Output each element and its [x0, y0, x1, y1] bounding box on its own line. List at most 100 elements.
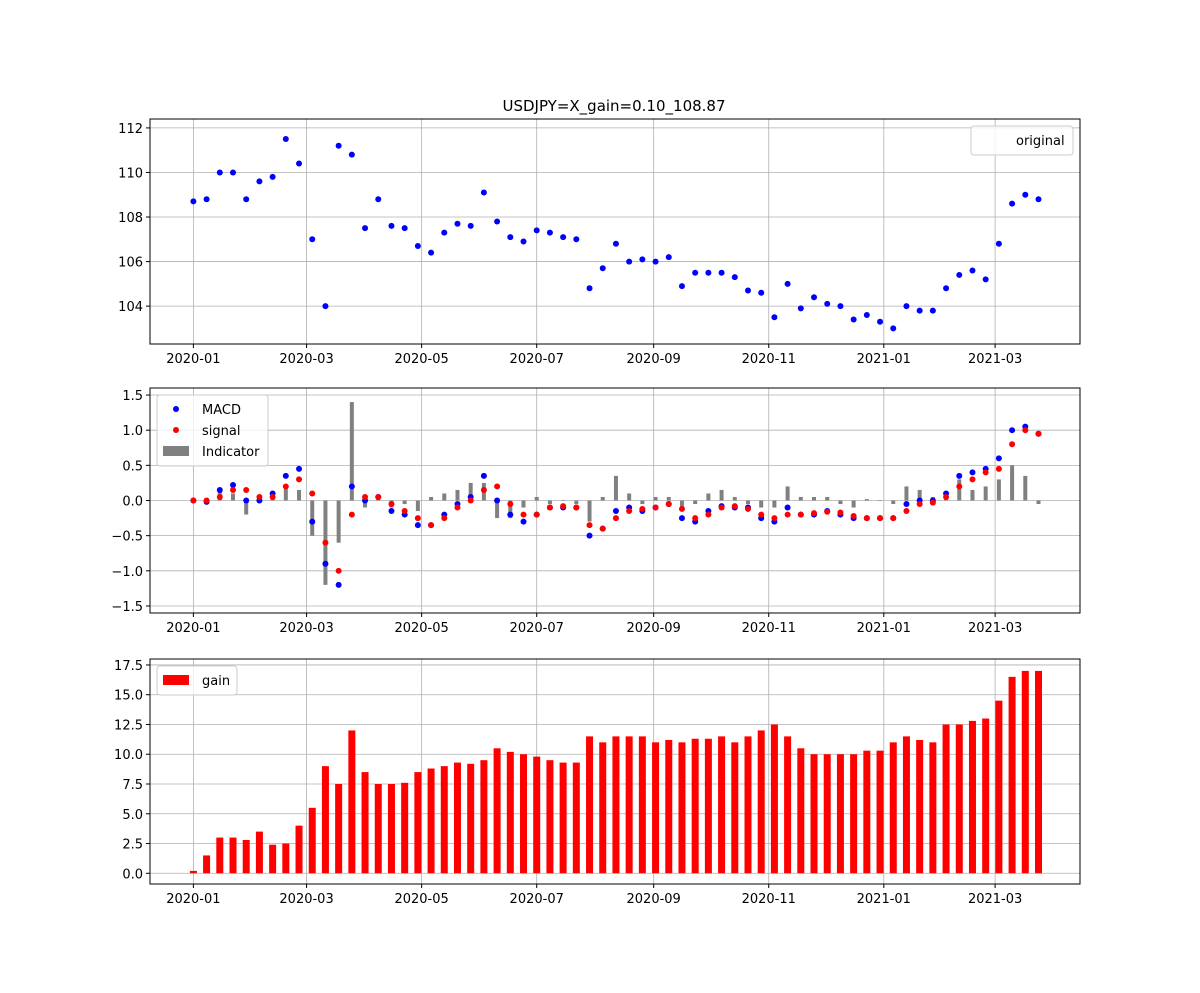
signal-point	[230, 486, 237, 493]
indicator-bar	[851, 500, 856, 508]
macd-point	[322, 560, 329, 567]
x-tick-label: 2020-01	[166, 892, 220, 907]
gain-bar	[744, 736, 752, 874]
x-tick-label: 2020-07	[510, 621, 564, 636]
original-point	[507, 234, 514, 241]
x-tick-label: 2020-07	[510, 892, 564, 907]
original-point	[1035, 196, 1042, 203]
original-point	[335, 142, 342, 149]
original-point	[586, 285, 593, 292]
macd-point	[348, 483, 355, 490]
original-point	[362, 225, 369, 232]
gain-bar	[282, 843, 290, 874]
x-tick-label: 2020-01	[166, 621, 220, 636]
indicator-bar	[719, 489, 724, 501]
macd-point	[216, 486, 223, 493]
y-tick-label: 112	[118, 122, 143, 137]
gain-bar	[401, 782, 409, 874]
signal-point	[995, 465, 1002, 472]
gain-bar	[1021, 670, 1029, 874]
signal-point	[744, 505, 751, 512]
original-point	[811, 294, 818, 301]
indicator-bar	[706, 493, 711, 501]
original-point	[573, 236, 580, 243]
signal-point	[837, 509, 844, 516]
macd-point	[612, 508, 619, 515]
macd-point	[903, 501, 910, 508]
legend-label: original	[1016, 134, 1065, 149]
signal-point	[256, 493, 263, 500]
signal-point	[322, 539, 329, 546]
gain-bar	[652, 742, 660, 874]
gain-bar	[546, 760, 554, 874]
signal-point	[401, 508, 408, 515]
macd-point	[335, 581, 342, 588]
gain-bar	[876, 750, 884, 874]
x-tick-label: 2021-01	[857, 621, 911, 636]
original-point	[388, 222, 395, 229]
gain-bar	[678, 742, 686, 874]
gain-bar	[982, 718, 990, 874]
y-tick-label: −1.5	[111, 600, 143, 615]
original-point	[943, 285, 950, 292]
indicator-bar	[561, 500, 566, 501]
original-point	[348, 151, 355, 158]
signal-point	[731, 503, 738, 510]
gain-bar	[321, 766, 329, 874]
gain-bar	[520, 754, 528, 874]
gain-bar	[784, 736, 792, 874]
signal-point	[1009, 441, 1016, 448]
signal-point	[428, 522, 435, 529]
x-tick-label: 2021-03	[968, 892, 1022, 907]
original-point	[982, 276, 989, 283]
original-point	[705, 269, 712, 276]
signal-point	[1035, 430, 1042, 437]
original-point	[401, 225, 408, 232]
original-point	[652, 258, 659, 265]
signal-point	[758, 511, 765, 518]
y-tick-label: 108	[118, 211, 143, 226]
signal-point	[678, 505, 685, 512]
macd-point	[243, 497, 250, 504]
gain-bar	[731, 742, 739, 874]
x-tick-label: 2021-01	[857, 352, 911, 367]
indicator-bar	[1023, 475, 1028, 501]
indicator-bar	[917, 489, 922, 501]
original-point	[850, 316, 857, 323]
y-tick-label: 0.0	[122, 867, 143, 882]
legend: gain	[156, 665, 238, 696]
gain-bar	[810, 754, 818, 874]
macd-point	[507, 511, 514, 518]
gain-bar	[533, 756, 541, 874]
y-tick-label: 104	[118, 300, 143, 315]
original-point	[1009, 200, 1016, 207]
gain-bar	[255, 831, 263, 874]
gain-bar	[348, 730, 356, 874]
signal-point	[309, 490, 316, 497]
indicator-bar	[283, 486, 288, 501]
original-point	[599, 265, 606, 272]
original-point	[414, 242, 421, 249]
signal-point	[850, 512, 857, 519]
original-point	[744, 287, 751, 294]
macd-point	[995, 455, 1002, 462]
original-point	[718, 269, 725, 276]
indicator-bar	[732, 496, 737, 501]
gain-bar	[414, 772, 422, 874]
legend-label: gain	[202, 674, 230, 689]
y-tick-label: 12.5	[114, 718, 143, 733]
gain-bar	[889, 742, 897, 874]
original-point	[890, 325, 897, 332]
indicator-bar	[574, 500, 579, 505]
original-point	[916, 307, 923, 314]
x-tick-label: 2021-03	[968, 621, 1022, 636]
macd-point	[784, 504, 791, 511]
gain-bar	[308, 807, 316, 874]
axes-frame	[149, 658, 1081, 885]
original-point	[731, 274, 738, 281]
signal-point	[586, 522, 593, 529]
original-point	[533, 227, 540, 234]
x-tick-label: 2021-01	[857, 892, 911, 907]
signal-point	[414, 515, 421, 522]
original-point	[454, 220, 461, 227]
